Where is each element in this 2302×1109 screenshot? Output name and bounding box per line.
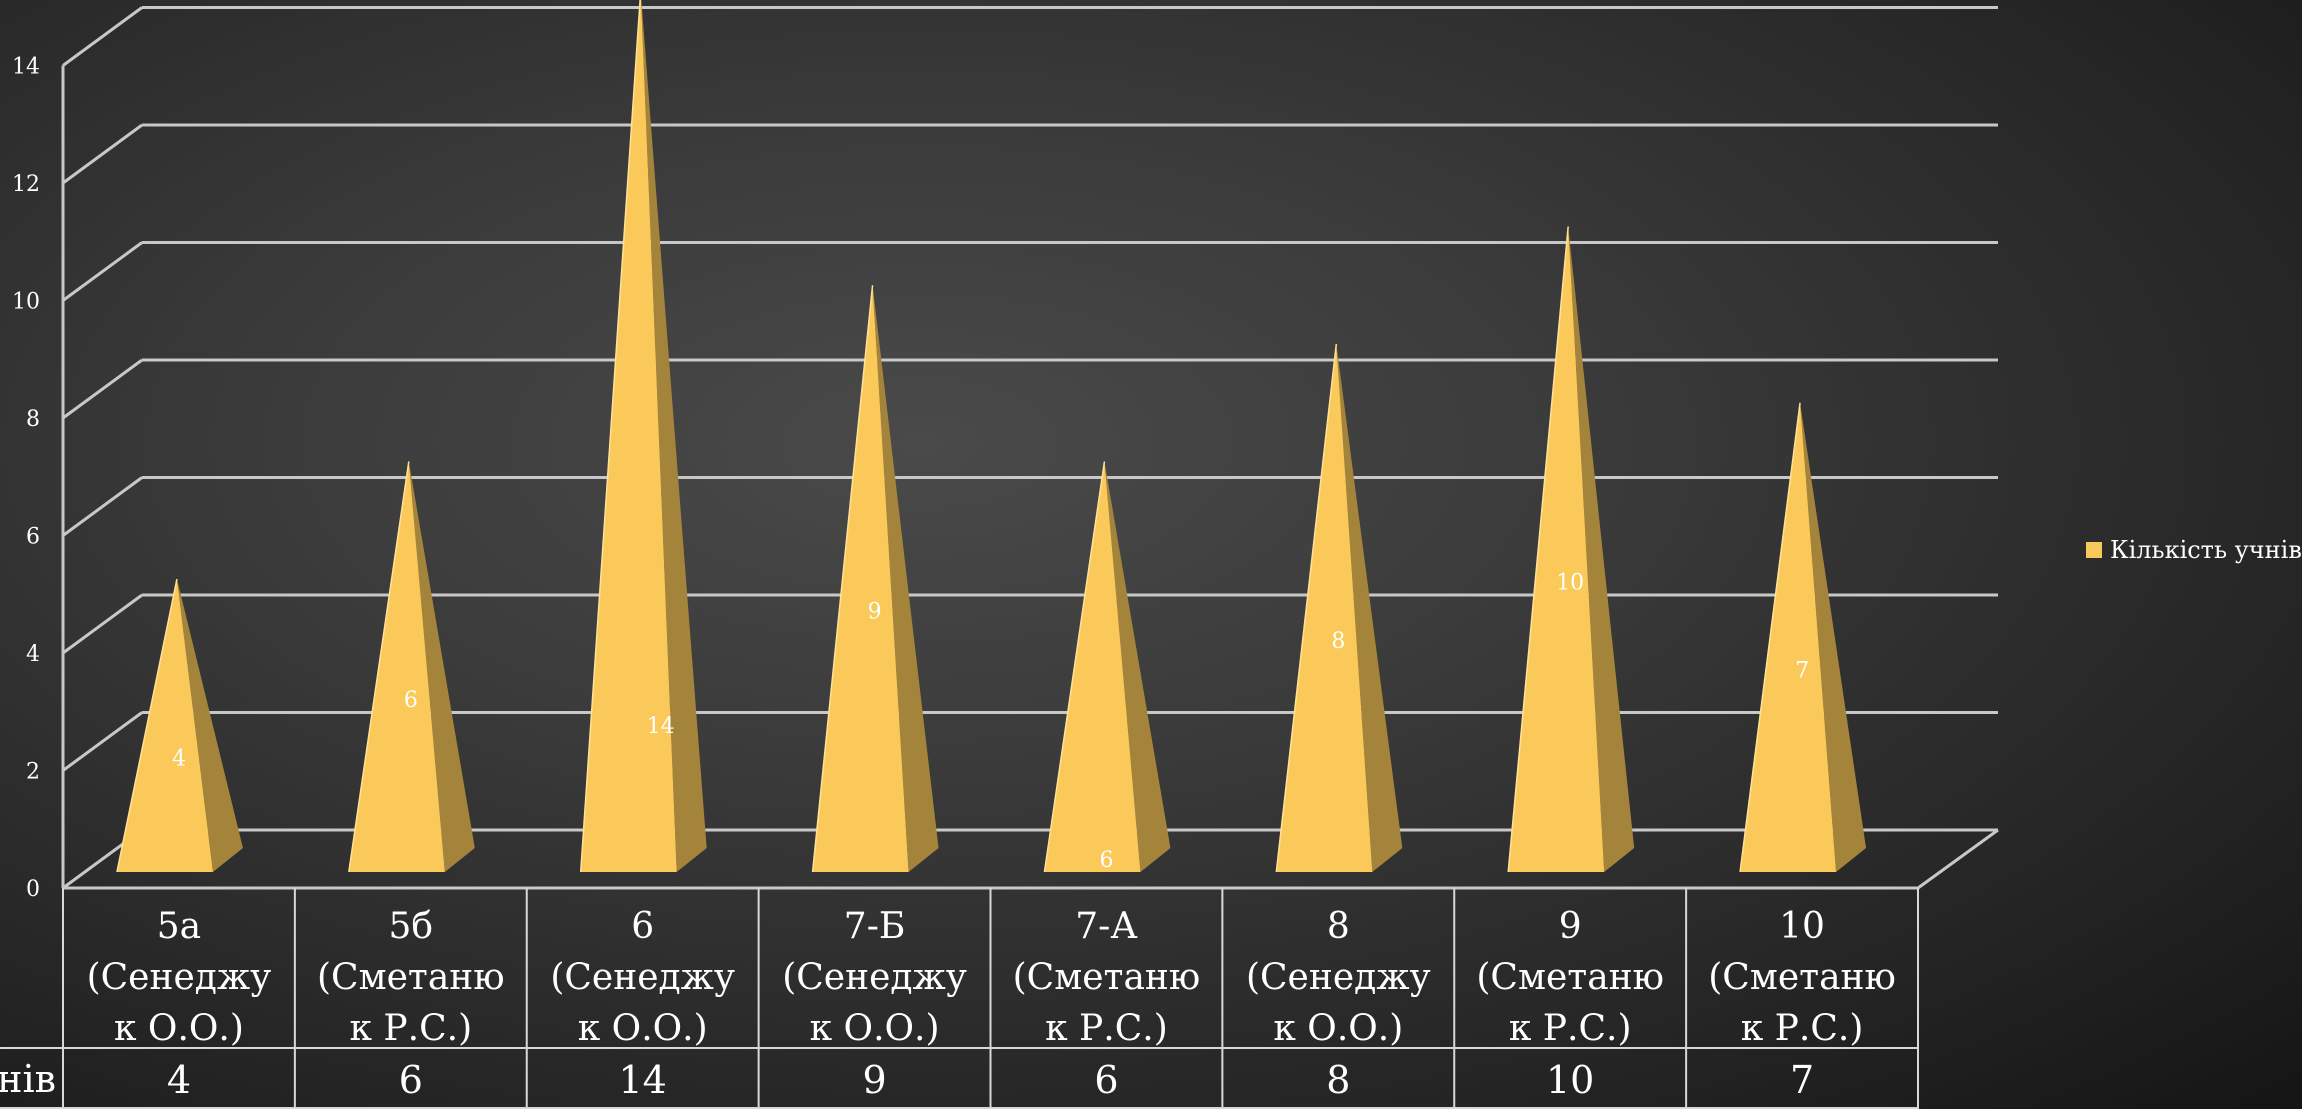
data-label: 14: [647, 714, 675, 739]
data-label: 6: [1099, 848, 1113, 873]
category-label: к Р.С.): [349, 1008, 472, 1049]
bar-edge: [116, 578, 178, 873]
bar-side-face: [1336, 344, 1403, 872]
bar: 14: [579, 0, 707, 873]
table-value: 8: [1326, 1058, 1350, 1102]
legend-swatch: [2086, 542, 2102, 558]
data-label: 7: [1795, 658, 1809, 683]
bar-front-face: [812, 285, 909, 872]
bar: 6: [348, 461, 475, 873]
bar-edge: [348, 461, 410, 873]
bar-edge: [1275, 343, 1338, 873]
category-label: (Сметаню: [1476, 957, 1664, 998]
table-value: 6: [399, 1058, 423, 1102]
table-value: 14: [619, 1058, 667, 1102]
bar-side-face: [872, 285, 939, 872]
bar-front-face: [1044, 461, 1141, 872]
data-label: 6: [404, 688, 418, 713]
bar-side-face: [1568, 226, 1635, 872]
category-label: к О.О.): [1273, 1008, 1403, 1049]
data-label: 9: [868, 600, 882, 625]
table-value: 9: [862, 1058, 886, 1102]
bar-edge: [579, 0, 641, 873]
floor-right-edge: [1917, 828, 1999, 890]
category-label: к Р.С.): [1741, 1008, 1864, 1049]
category-label: 7-Б: [844, 906, 906, 947]
side-gridline: [62, 6, 143, 67]
category-label: к О.О.): [578, 1008, 708, 1049]
data-table: нів 5а (Сенеджу к О.О.) 4 5б (Сметаню к Р.С.) 6 6…: [0, 888, 1919, 1109]
bar-front-face: [348, 461, 445, 872]
bars-layer: 4 6 14 9 6 8 10 7: [116, 0, 1867, 873]
y-tick-label: 12: [12, 172, 40, 197]
bar-front-face: [1276, 344, 1373, 872]
category-label: к Р.С.): [1509, 1008, 1632, 1049]
bar-front-face: [116, 579, 213, 872]
category-label: 5б: [389, 906, 434, 947]
bar: 4: [116, 578, 243, 873]
table-value: 4: [167, 1058, 191, 1102]
bar: 10: [1507, 226, 1635, 873]
y-tick-label: 10: [12, 290, 40, 315]
y-tick-label: 2: [26, 760, 40, 785]
bar-side-face: [408, 461, 475, 872]
category-label: (Сенеджу: [550, 957, 735, 998]
bar-edge: [1739, 402, 1801, 873]
table-value: 7: [1790, 1058, 1814, 1102]
legend: Кількість учнів: [2086, 536, 2302, 564]
data-label: 8: [1331, 629, 1345, 654]
bar: 9: [811, 285, 939, 873]
category-label: (Сметаню: [1013, 957, 1201, 998]
side-gridline: [62, 593, 143, 655]
side-gridline: [62, 241, 143, 302]
table-value: 10: [1546, 1058, 1594, 1102]
category-label: 7-А: [1075, 906, 1137, 947]
bar: 6: [1043, 461, 1171, 873]
data-label: 4: [172, 747, 186, 772]
y-tick-label: 4: [26, 642, 40, 667]
category-label: 9: [1559, 906, 1582, 947]
y-tick-label: 8: [26, 407, 40, 432]
category-label: 10: [1779, 906, 1825, 947]
category-label: (Сметаню: [1708, 957, 1896, 998]
category-label: (Сенеджу: [87, 957, 272, 998]
side-gridline: [62, 358, 143, 420]
bar: 7: [1739, 402, 1867, 873]
data-label: 10: [1556, 570, 1584, 595]
side-gridline: [62, 476, 143, 537]
category-label: (Сметаню: [317, 957, 505, 998]
category-label: (Сенеджу: [1246, 957, 1431, 998]
category-label: 5а: [157, 906, 201, 947]
table-row-label: нів: [0, 1057, 56, 1101]
category-label: к О.О.): [114, 1008, 244, 1049]
legend-label: Кількість учнів: [2110, 536, 2302, 564]
y-tick-label: 6: [26, 525, 40, 550]
grid-layer: 0 2 4 6 8 10 12 14: [12, 6, 1999, 902]
category-label: 6: [631, 906, 654, 947]
bar-side-face: [1104, 461, 1171, 872]
bar-edge: [811, 285, 874, 873]
category-label: (Сенеджу: [782, 957, 967, 998]
bar-front-face: [1508, 226, 1605, 872]
category-label: к О.О.): [810, 1008, 940, 1049]
bar-edge: [1507, 226, 1569, 873]
bar-side-face: [176, 579, 243, 872]
side-gridline: [62, 123, 143, 185]
bar-front-face: [1740, 402, 1837, 872]
bar: 8: [1275, 343, 1403, 873]
bar-edge: [1043, 461, 1106, 873]
y-tick-label: 14: [12, 55, 40, 80]
y-tick-label: 0: [26, 877, 40, 902]
bar-side-face: [1800, 402, 1867, 872]
bar-front-face: [580, 0, 677, 872]
table-value: 6: [1094, 1058, 1118, 1102]
category-label: к Р.С.): [1045, 1008, 1168, 1049]
side-gridline: [62, 711, 143, 772]
bar-side-face: [641, 0, 707, 872]
category-label: 8: [1327, 906, 1350, 947]
